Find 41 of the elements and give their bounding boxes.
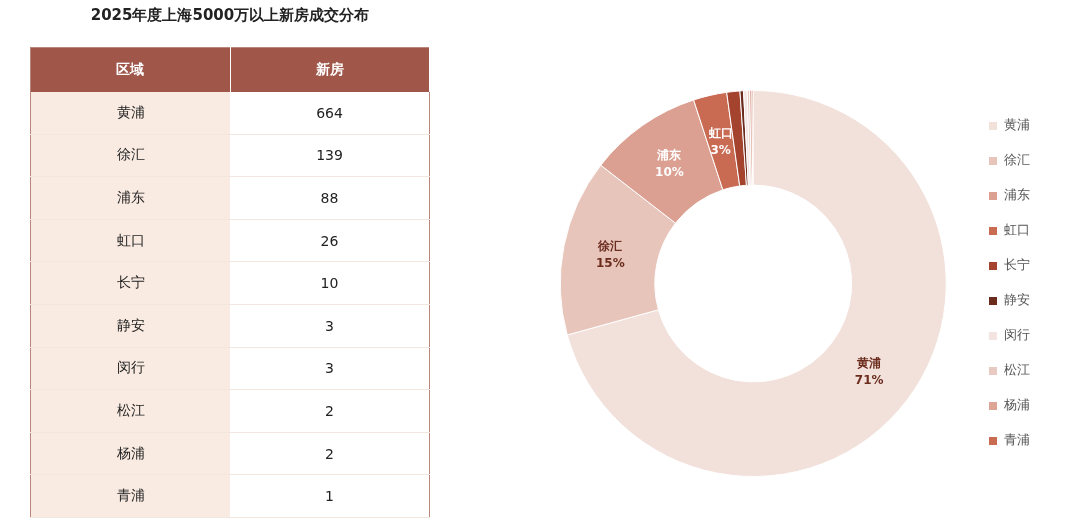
text: 新房 <box>230 47 430 92</box>
category-label: 黄浦 <box>30 92 230 135</box>
legend-label: 长宁 <box>1004 257 1030 273</box>
data-label: 3% <box>710 142 731 157</box>
legend-label: 黄浦 <box>1004 117 1030 133</box>
data-label: 71% <box>854 372 884 387</box>
data-label: 2 <box>230 432 430 475</box>
category-label: 虹口 <box>30 219 230 262</box>
text: 区域 <box>30 47 230 92</box>
data-label: 1 <box>230 474 430 518</box>
data-label: 26 <box>230 219 430 262</box>
data-label: 3 <box>230 347 430 390</box>
legend-label: 杨浦 <box>1003 397 1030 413</box>
legend-label: 虹口 <box>1004 222 1030 238</box>
slice-label: 浦东 <box>656 148 682 163</box>
category-label: 徐汇 <box>30 134 230 177</box>
legend-label: 徐汇 <box>1004 152 1030 168</box>
data-label: 139 <box>230 134 430 177</box>
slice-label: 徐汇 <box>597 239 623 254</box>
category-label: 松江 <box>30 389 230 433</box>
category-label: 杨浦 <box>30 432 230 475</box>
data-label: 664 <box>230 92 430 135</box>
data-label: 10% <box>655 165 684 180</box>
category-label: 闵行 <box>30 347 230 390</box>
legend-label: 松江 <box>1004 362 1030 378</box>
category-label: 青浦 <box>30 474 230 518</box>
slice-label: 黄浦 <box>856 355 882 370</box>
data-label: 3 <box>230 304 430 348</box>
category-label: 浦东 <box>30 176 230 220</box>
data-label: 10 <box>230 261 430 305</box>
slice-label: 虹口 <box>707 125 733 140</box>
legend-label: 浦东 <box>1004 187 1030 203</box>
legend-label: 静安 <box>1004 292 1030 308</box>
text: 2025年度上海5000万以上新房成交分布 <box>89 6 371 25</box>
legend-label: 闵行 <box>1004 327 1030 343</box>
data-label: 88 <box>230 176 430 220</box>
category-label: 静安 <box>30 304 230 348</box>
legend-label: 青浦 <box>1004 432 1030 448</box>
data-label: 2 <box>230 389 430 433</box>
category-label: 长宁 <box>30 261 230 305</box>
data-label: 15% <box>595 256 625 271</box>
